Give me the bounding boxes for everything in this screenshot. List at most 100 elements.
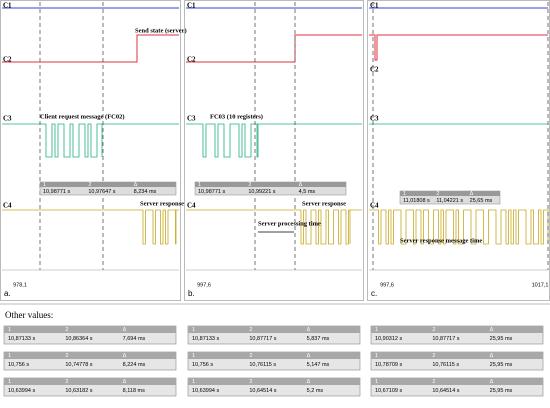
channel-label: C4 <box>187 202 196 210</box>
axis-label: 978,1 <box>13 282 27 288</box>
channel-label: C2 <box>370 66 379 74</box>
panel-label: c. <box>371 289 377 298</box>
value-box-header <box>371 326 543 333</box>
channel-c4 <box>369 209 549 245</box>
channel-label: C3 <box>370 115 379 123</box>
value-box-header <box>371 378 543 385</box>
cursor-value: 4,5 ms <box>299 189 316 195</box>
value-header: 1 <box>192 379 195 385</box>
value-cell: 25,95 ms <box>490 362 513 368</box>
value-box-header <box>188 326 360 333</box>
value-header: 1 <box>8 327 11 333</box>
value-cell: 8,118 ms <box>123 388 145 394</box>
value-header: Δ <box>307 379 311 385</box>
value-header: 2 <box>249 327 252 333</box>
value-header: 1 <box>192 353 195 359</box>
value-header: 2 <box>249 353 252 359</box>
value-header: 1 <box>192 327 195 333</box>
value-header: 1 <box>8 379 11 385</box>
value-cell: 10,87133 s <box>8 336 35 342</box>
annotation: Client request message (FC02) <box>40 113 125 120</box>
panel-label: b. <box>188 289 195 298</box>
value-cell: 10,63182 s <box>65 388 92 394</box>
value-cell: 10,64514 s <box>432 388 459 394</box>
cursor-value: 25,65 ms <box>470 198 493 204</box>
value-cell: 10,87133 s <box>192 336 219 342</box>
value-cell: 10,90312 s <box>375 336 402 342</box>
channel-label: C4 <box>3 202 12 210</box>
value-header: 2 <box>65 353 68 359</box>
value-header: 2 <box>65 327 68 333</box>
value-cell: 8,224 ms <box>123 362 146 368</box>
value-header: 1 <box>8 353 11 359</box>
channel-label: C1 <box>187 2 196 10</box>
annotation: Server response message time <box>400 237 482 244</box>
channel-label: C3 <box>3 115 12 123</box>
cursor-value: 11,01808 s <box>403 198 430 204</box>
annotation: Server response <box>302 200 346 207</box>
cursor-value: 10,98771 s <box>43 189 70 195</box>
cursor-header: Δ <box>299 182 303 188</box>
cursor-box-header <box>195 182 346 187</box>
value-cell: 10,63994 s <box>8 388 35 394</box>
cursor-value: 10,98771 s <box>198 189 225 195</box>
channel-label: C4 <box>370 202 379 210</box>
value-box-header <box>371 352 543 359</box>
value-cell: 10,63994 s <box>192 388 219 394</box>
value-cell: 25,95 ms <box>490 388 513 394</box>
channel-c4 <box>2 209 179 245</box>
value-header: 2 <box>432 327 435 333</box>
value-box-header <box>4 378 176 385</box>
value-header: 2 <box>432 353 435 359</box>
value-header: Δ <box>307 327 311 333</box>
value-header: Δ <box>123 327 127 333</box>
axis-label: 997,6 <box>380 282 394 288</box>
value-cell: 10,74778 s <box>65 362 92 368</box>
panel-frame <box>0 0 181 301</box>
value-cell: 5,837 ms <box>307 336 330 342</box>
value-header: 1 <box>375 353 378 359</box>
channel-c2 <box>2 34 179 63</box>
cursor-header: 1 <box>198 182 201 188</box>
value-cell: 5,2 ms <box>307 388 324 394</box>
cursor-header: 1 <box>43 182 46 188</box>
value-header: 2 <box>432 379 435 385</box>
channel-label: C2 <box>187 56 196 64</box>
value-box-header <box>4 352 176 359</box>
channel-label: C3 <box>187 115 196 123</box>
cursor-header: 2 <box>88 182 91 188</box>
value-cell: 10,64514 s <box>249 388 276 394</box>
channel-c4 <box>186 209 362 245</box>
channel-c2 <box>369 34 548 61</box>
value-header: 2 <box>249 379 252 385</box>
value-cell: 10,78709 s <box>375 362 402 368</box>
cursor-value: 10,97647 s <box>88 189 115 195</box>
value-box-header <box>188 352 360 359</box>
channel-c2 <box>186 34 362 63</box>
cursor-box-header <box>40 182 176 187</box>
cursor-header: 2 <box>436 191 439 197</box>
panel-frame <box>184 0 364 301</box>
value-cell: 10,76115 s <box>432 362 459 368</box>
value-header: Δ <box>490 379 494 385</box>
cursor-header: 1 <box>403 191 406 197</box>
cursor-value: 10,99221 s <box>248 189 275 195</box>
channel-label: C1 <box>370 2 379 10</box>
value-header: Δ <box>123 353 127 359</box>
value-header: 1 <box>375 379 378 385</box>
value-header: Δ <box>123 379 127 385</box>
value-cell: 5,147 ms <box>307 362 330 368</box>
value-cell: 10,76115 s <box>249 362 276 368</box>
value-cell: 7,694 ms <box>123 336 146 342</box>
value-cell: 10,86364 s <box>65 336 92 342</box>
cursor-value: 8,234 ms <box>134 189 157 195</box>
value-cell: 10,87717 s <box>432 336 459 342</box>
annotation: Server processing time <box>258 220 321 227</box>
section-title: Other values: <box>5 310 53 320</box>
value-cell: 10,67109 s <box>375 388 402 394</box>
value-cell: 10,756 s <box>8 362 29 368</box>
channel-c3 <box>2 123 179 158</box>
value-cell: 25,95 ms <box>490 336 513 342</box>
value-box-header <box>188 378 360 385</box>
